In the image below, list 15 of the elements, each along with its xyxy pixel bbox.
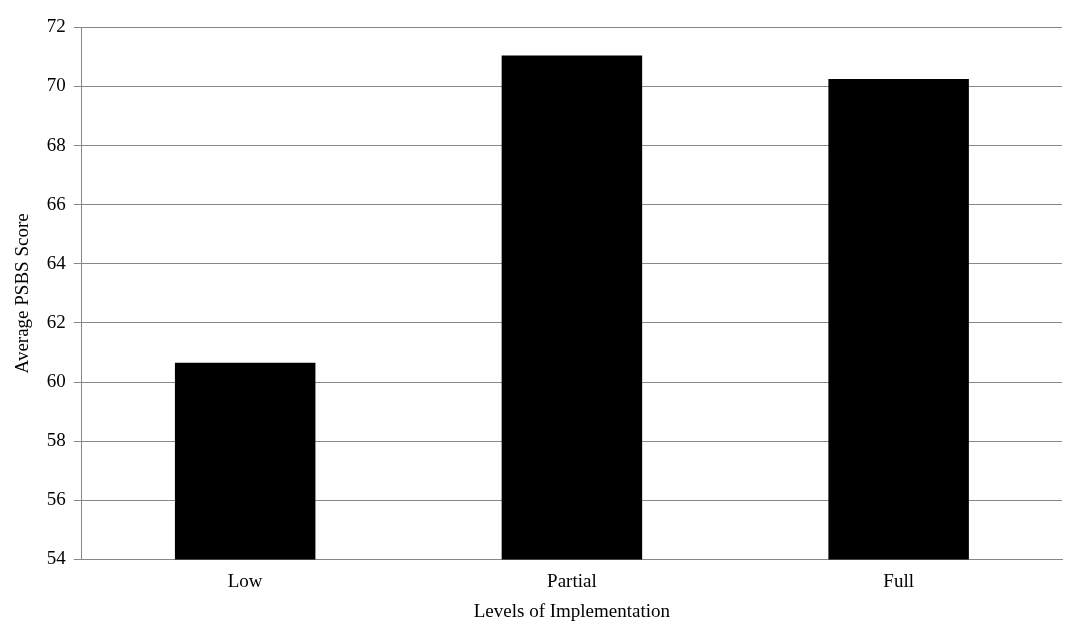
y-tick-label: 58 [46,429,66,451]
y-tick-label: 64 [46,251,67,273]
y-tick-label: 72 [46,15,66,37]
y-tick-label: 60 [46,370,66,392]
x-tick-label: Full [883,569,914,591]
y-tick-label: 68 [46,133,66,155]
y-axis-title: Average PSBS Score [11,213,33,374]
y-tick-label: 54 [46,547,67,569]
y-tick-label: 66 [46,192,66,214]
x-axis-title: Levels of Implementation [473,599,671,621]
y-tick-label: 56 [46,488,66,510]
y-tick-label: 70 [46,74,66,96]
y-tick-label: 62 [46,310,66,332]
x-tick-label: Low [227,569,263,591]
x-tick-label: Partial [547,569,597,591]
